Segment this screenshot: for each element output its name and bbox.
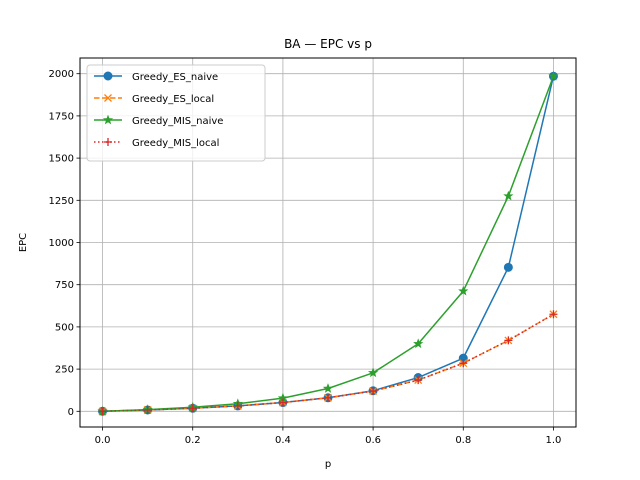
y-tick-label: 500 bbox=[55, 322, 74, 333]
data-point-series-1 bbox=[503, 262, 513, 272]
y-tick-label: 750 bbox=[55, 280, 74, 291]
y-tick-label: 0 bbox=[68, 407, 74, 418]
data-point-series-3 bbox=[458, 285, 469, 296]
data-point-series-4 bbox=[414, 376, 423, 385]
y-tick-label: 1000 bbox=[49, 238, 74, 249]
legend-marker-4 bbox=[104, 138, 112, 146]
chart-title: BA — EPC vs p bbox=[284, 37, 372, 51]
data-point-series-4 bbox=[324, 393, 332, 402]
data-point-series-3 bbox=[413, 338, 424, 349]
data-point-series-4 bbox=[233, 401, 242, 410]
data-point-series-4 bbox=[369, 387, 378, 396]
data-point-series-3 bbox=[503, 190, 514, 201]
y-tick-label: 2000 bbox=[49, 69, 74, 80]
x-axis-label: p bbox=[325, 459, 331, 470]
data-point-series-4 bbox=[143, 405, 152, 414]
y-axis-label: EPC bbox=[18, 233, 29, 252]
y-tick-label: 1500 bbox=[49, 154, 74, 165]
series-markers bbox=[97, 70, 559, 416]
x-tick-label: 0.0 bbox=[95, 435, 111, 446]
data-point-series-4 bbox=[504, 336, 513, 345]
x-axis-ticks: 0.0 0.2 0.4 0.6 0.8 1.0 bbox=[95, 427, 562, 446]
legend-marker-3 bbox=[102, 114, 114, 125]
y-tick-label: 1250 bbox=[49, 196, 74, 207]
x-tick-label: 0.4 bbox=[275, 435, 291, 446]
y-tick-label: 250 bbox=[55, 365, 74, 376]
legend-box bbox=[86, 64, 266, 162]
x-tick-label: 0.6 bbox=[365, 435, 381, 446]
legend-label-3: Greedy_MIS_naive bbox=[132, 116, 223, 127]
y-tick-label: 1750 bbox=[49, 111, 74, 122]
x-tick-label: 0.2 bbox=[185, 435, 201, 446]
data-point-series-4 bbox=[549, 310, 558, 319]
x-tick-label: 0.8 bbox=[455, 435, 471, 446]
legend-marker-1 bbox=[103, 71, 113, 81]
legend: Greedy_ES_naive Greedy_ES_local Greedy_MIS… bbox=[86, 64, 266, 162]
x-tick-label: 1.0 bbox=[546, 435, 562, 446]
legend-label-2: Greedy_ES_local bbox=[132, 94, 214, 105]
legend-label-1: Greedy_ES_naive bbox=[132, 72, 218, 83]
data-point-series-4 bbox=[459, 359, 468, 368]
y-axis-ticks: 0 250 500 750 1000 1250 1500 1750 2000 bbox=[49, 69, 80, 418]
data-point-series-3 bbox=[548, 70, 559, 81]
legend-marker-2 bbox=[104, 94, 112, 102]
data-point-series-4 bbox=[98, 407, 107, 416]
data-point-series-3 bbox=[368, 367, 379, 378]
grid bbox=[80, 58, 576, 427]
legend-label-4: Greedy_MIS_local bbox=[132, 138, 219, 149]
data-point-series-3 bbox=[322, 383, 334, 393]
data-point-series-4 bbox=[278, 398, 287, 407]
data-point-series-4 bbox=[188, 404, 197, 413]
